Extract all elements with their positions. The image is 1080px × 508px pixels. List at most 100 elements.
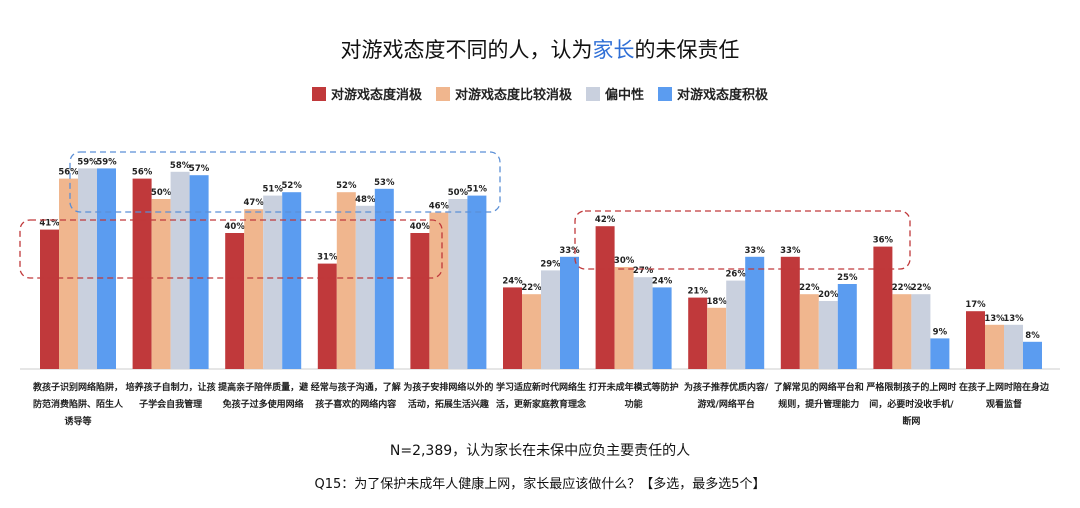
data-label: 29%	[540, 259, 561, 269]
bar	[873, 246, 893, 369]
data-label: 40%	[225, 222, 246, 232]
data-label: 8%	[1025, 331, 1040, 341]
data-label: 33%	[559, 246, 580, 256]
data-label: 26%	[726, 270, 747, 280]
data-label: 22%	[521, 283, 542, 293]
sample-note: N=2,389，认为家长在未保中应负主要责任的人	[389, 443, 691, 459]
category-label: 教孩子识别网络陷阱，防范消费陷阱、陌生人诱导等	[32, 383, 123, 427]
bar	[837, 284, 857, 369]
bar	[892, 294, 912, 369]
bar	[1023, 341, 1042, 369]
data-label: 50%	[151, 188, 172, 198]
bar	[652, 287, 672, 369]
bar	[503, 287, 522, 369]
category-label: 打开未成年模式等防护功能	[588, 383, 679, 410]
legend-item: 偏中性	[586, 84, 644, 103]
data-label: 47%	[244, 198, 265, 208]
bar	[151, 199, 171, 369]
highlight-box-red	[19, 219, 443, 279]
bar	[132, 178, 152, 369]
data-label: 17%	[965, 300, 986, 310]
bar	[244, 209, 264, 369]
category-label: 了解常见的网络平台和规则，提升管理能力	[773, 383, 864, 410]
highlight-box-red	[574, 210, 911, 270]
data-label: 25%	[837, 273, 858, 283]
legend-label: 对游戏态度积极	[677, 88, 769, 103]
bar	[429, 212, 449, 369]
highlight-box-blue	[69, 151, 501, 213]
legend-swatch	[435, 86, 450, 101]
bar	[374, 188, 394, 369]
data-label: 51%	[263, 185, 284, 195]
data-label: 33%	[745, 246, 766, 256]
bar	[467, 195, 487, 369]
data-label: 46%	[429, 202, 450, 212]
bar	[282, 192, 302, 369]
bar	[225, 233, 245, 369]
legend-swatch	[586, 86, 600, 101]
data-label: 56%	[58, 168, 79, 178]
title-highlight: 家长	[592, 38, 635, 62]
data-label: 13%	[984, 314, 1005, 324]
legend-swatch	[311, 86, 326, 101]
bar	[410, 233, 430, 369]
title-part: 的未保责任	[634, 38, 740, 62]
bar	[595, 226, 615, 369]
bar	[911, 294, 931, 369]
data-label: 42%	[595, 215, 616, 225]
data-label: 33%	[780, 246, 801, 256]
legend-item: 对游戏态度比较消极	[435, 84, 572, 103]
data-label: 52%	[282, 181, 303, 191]
legend-item: 对游戏态度消极	[311, 84, 422, 103]
data-label: 53%	[374, 178, 395, 188]
data-label: 56%	[132, 168, 153, 178]
bar	[818, 301, 838, 369]
bar	[336, 192, 356, 369]
bar	[688, 297, 708, 369]
bar	[799, 294, 819, 369]
bar	[40, 229, 59, 369]
data-label: 31%	[317, 253, 338, 263]
data-label: 51%	[467, 185, 488, 195]
category-label: 培养孩子自制力，让孩子学会自我管理	[125, 383, 216, 410]
data-label: 50%	[448, 188, 469, 198]
bar	[448, 199, 468, 369]
data-label: 24%	[502, 276, 523, 286]
category-label: 提高亲子陪伴质量，避免孩子过多使用网络	[218, 383, 309, 410]
data-label: 40%	[410, 222, 431, 232]
data-label: 59%	[96, 157, 117, 167]
data-label: 9%	[933, 327, 948, 337]
bar	[170, 171, 190, 369]
data-label: 36%	[873, 236, 894, 246]
bar	[614, 267, 634, 369]
data-label: 20%	[818, 290, 839, 300]
category-label: 为孩子推荐优质内容/游戏/网络平台	[684, 383, 769, 410]
category-label: 在孩子上网时陪在身边观看监督	[958, 383, 1049, 410]
data-label: 24%	[652, 276, 673, 286]
data-label: 21%	[688, 287, 709, 297]
data-label: 22%	[911, 283, 932, 293]
bar	[355, 205, 375, 369]
bar	[745, 256, 765, 369]
data-label: 22%	[799, 283, 820, 293]
bar	[985, 324, 1004, 369]
bar	[780, 256, 800, 369]
bar	[541, 270, 560, 369]
bar	[633, 277, 653, 369]
title-part: 对游戏态度不同的人，认为	[340, 38, 593, 62]
data-label: 57%	[189, 164, 210, 174]
data-label: 58%	[170, 161, 191, 171]
bar	[189, 175, 209, 369]
data-label: 30%	[614, 256, 635, 266]
legend-label: 对游戏态度比较消极	[454, 88, 572, 103]
data-label: 13%	[1003, 314, 1024, 324]
legend-label: 对游戏态度消极	[330, 88, 422, 103]
bar	[930, 338, 950, 369]
data-label: 59%	[77, 157, 98, 167]
category-label: 严格限制孩子的上网时间，必要时没收手机/断网	[866, 383, 957, 427]
legend-label: 偏中性	[605, 88, 645, 103]
bar	[59, 178, 78, 369]
data-label: 52%	[336, 181, 357, 191]
legend: 对游戏态度消极 对游戏态度比较消极 偏中性 对游戏态度积极	[0, 84, 1080, 103]
